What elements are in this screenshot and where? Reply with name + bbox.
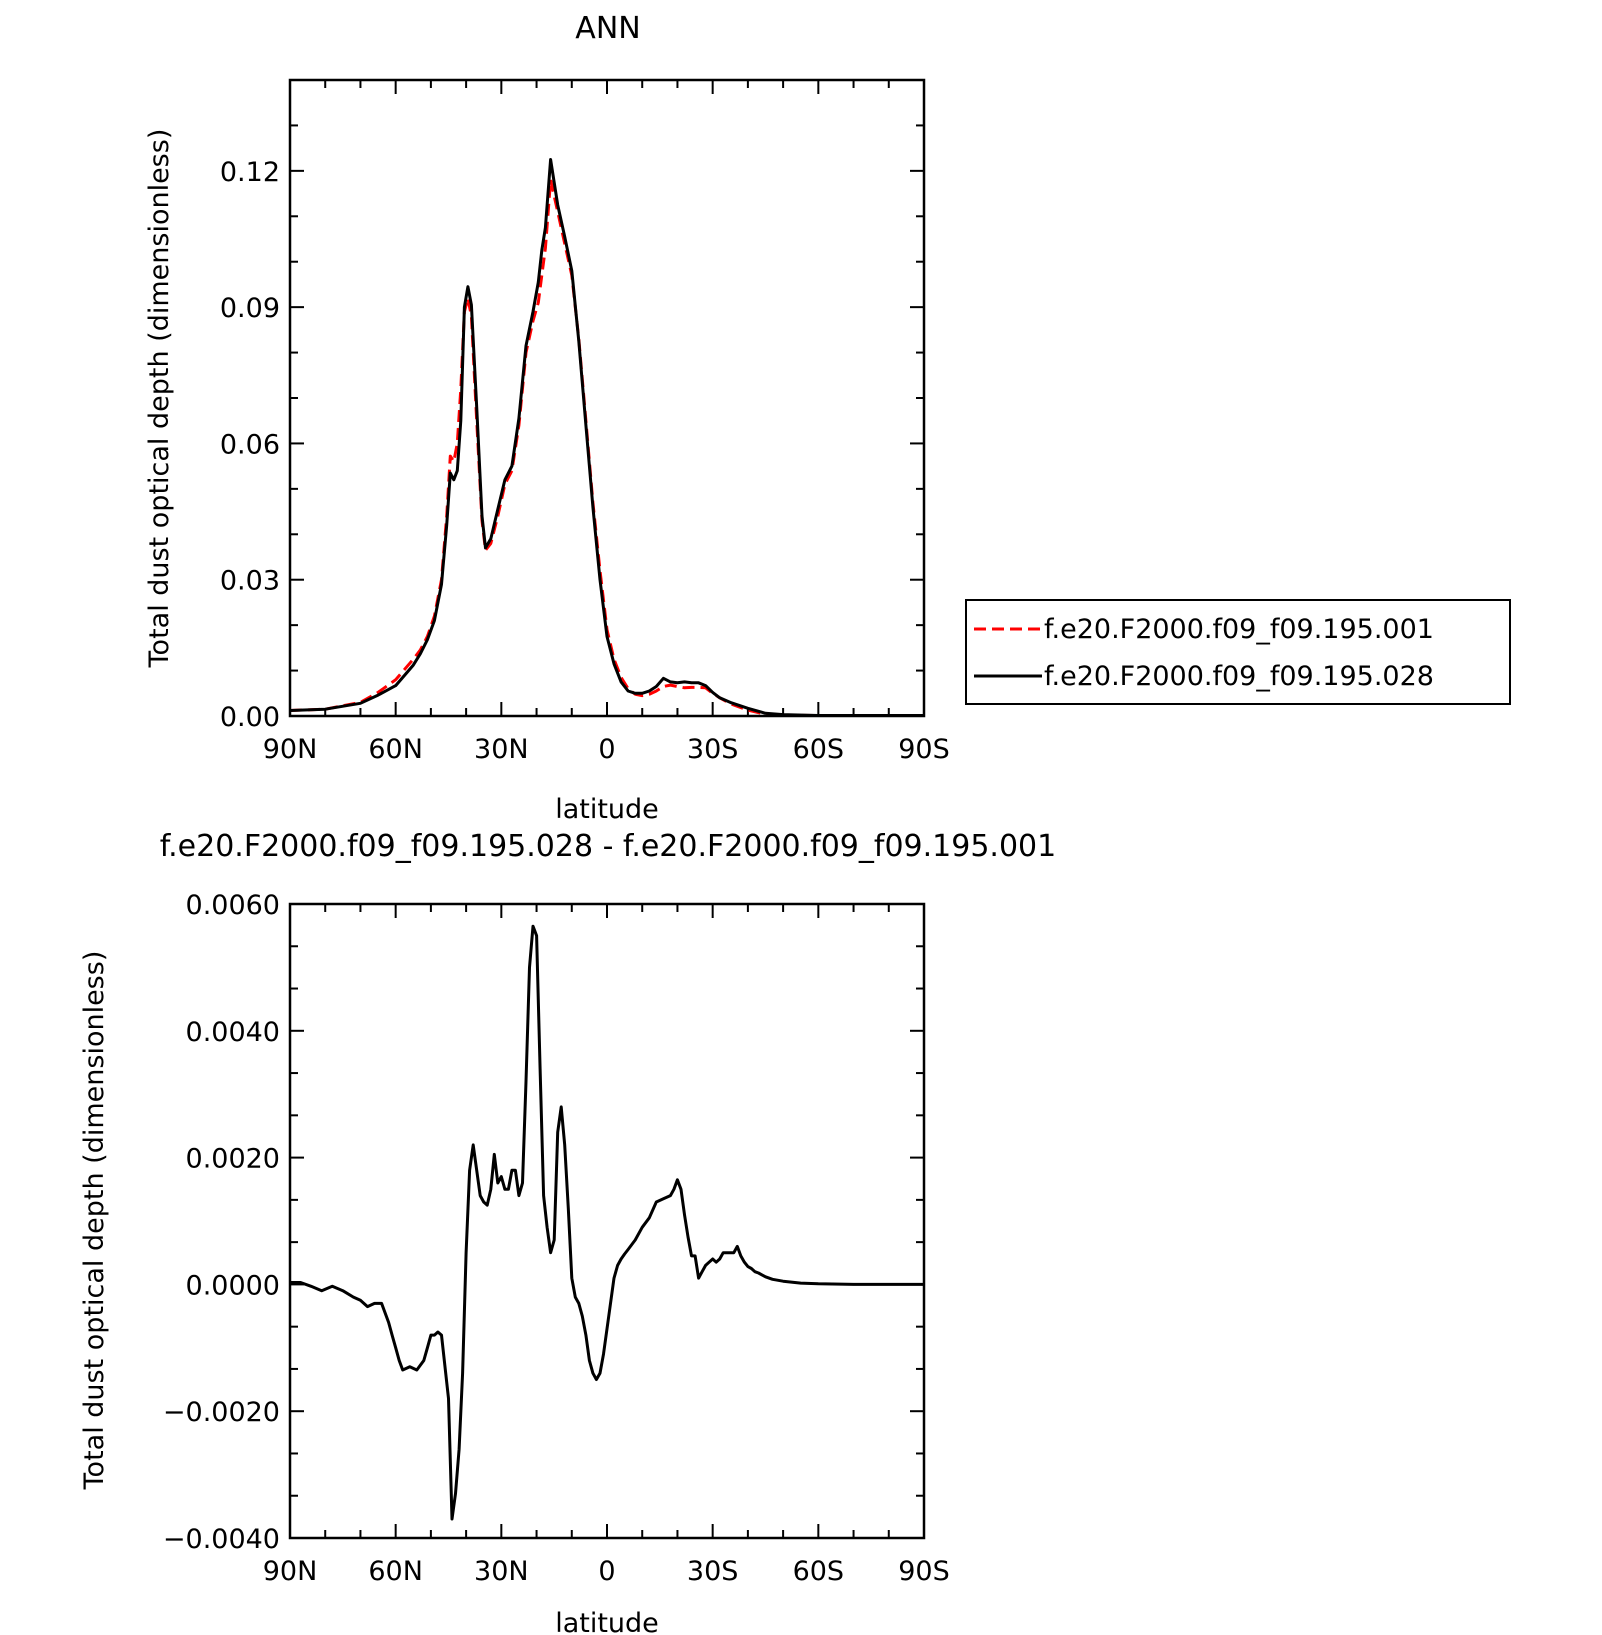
legend-label-series-001: f.e20.F2000.f09_f09.195.001 xyxy=(1044,614,1434,645)
x-tick-label: 90S xyxy=(898,1556,950,1587)
legend: f.e20.F2000.f09_f09.195.001 f.e20.F2000.… xyxy=(965,599,1511,705)
legend-box xyxy=(965,599,1511,705)
x-tick-label: 0 xyxy=(598,734,615,765)
y-tick-label: 0.00 xyxy=(220,702,280,733)
y-tick-label: 0.09 xyxy=(220,293,280,324)
y-tick-label: 0.0020 xyxy=(186,1144,280,1175)
panel-top-lines xyxy=(289,158,924,717)
x-tick-label: 30N xyxy=(474,1556,529,1587)
x-tick-label: 90N xyxy=(263,734,318,765)
y-tick-label: 0.0000 xyxy=(186,1270,280,1301)
panel-top-ticks: 90N 60N 30N 0 30S 60S 90S 0.00 0.03 0.06 0.09 0.12 xyxy=(220,79,950,765)
panel-top-frame xyxy=(288,78,926,718)
legend-label-series-028: f.e20.F2000.f09_f09.195.028 xyxy=(1044,661,1434,692)
y-tick-label: −0.0040 xyxy=(163,1524,280,1555)
x-tick-label: 30N xyxy=(474,734,529,765)
series-line-0-0 xyxy=(289,178,924,717)
panel-top-y-axis-label: Total dust optical depth (dimensionless) xyxy=(144,129,175,669)
panel-dust-optical-depth: ANN 90N 60N 30N 0 30S 60S 90S 0.00 0.03 0.06 0.09 0… xyxy=(144,11,1511,825)
panel-bottom-y-axis-label: Total dust optical depth (dimensionless) xyxy=(79,951,110,1491)
panel-difference: f.e20.F2000.f09_f09.195.028 - f.e20.F200… xyxy=(79,829,1056,1635)
panel-bottom-lines xyxy=(290,924,924,1521)
panel-top-title: ANN xyxy=(575,11,640,46)
y-tick-label: 0.0040 xyxy=(186,1017,280,1048)
panel-bottom-x-axis-label: latitude xyxy=(555,1608,659,1635)
x-tick-label: 60N xyxy=(368,1556,423,1587)
y-tick-label: 0.0060 xyxy=(186,890,280,921)
x-tick-label: 60S xyxy=(793,1556,845,1587)
panel-bottom-frame xyxy=(288,902,926,1540)
x-tick-label: 60S xyxy=(793,734,845,765)
panel-top-x-axis-label: latitude xyxy=(555,794,659,825)
x-tick-label: 60N xyxy=(368,734,423,765)
y-tick-label: 0.06 xyxy=(220,429,280,460)
y-tick-label: −0.0020 xyxy=(163,1397,280,1428)
series-line-0-1 xyxy=(289,158,924,717)
panel-bottom-ticks: 90N 60N 30N 0 30S 60S 90S −0.0040 −0.0020 0.0000 0… xyxy=(163,890,950,1587)
x-tick-label: 90N xyxy=(263,1556,318,1587)
x-tick-label: 90S xyxy=(898,734,950,765)
y-tick-label: 0.12 xyxy=(220,157,280,188)
series-line-1-0 xyxy=(290,924,924,1521)
panel-bottom-title: f.e20.F2000.f09_f09.195.028 - f.e20.F200… xyxy=(160,829,1056,864)
y-tick-label: 0.03 xyxy=(220,566,280,597)
x-tick-label: 0 xyxy=(598,1556,615,1587)
x-tick-label: 30S xyxy=(687,1556,739,1587)
x-tick-label: 30S xyxy=(687,734,739,765)
